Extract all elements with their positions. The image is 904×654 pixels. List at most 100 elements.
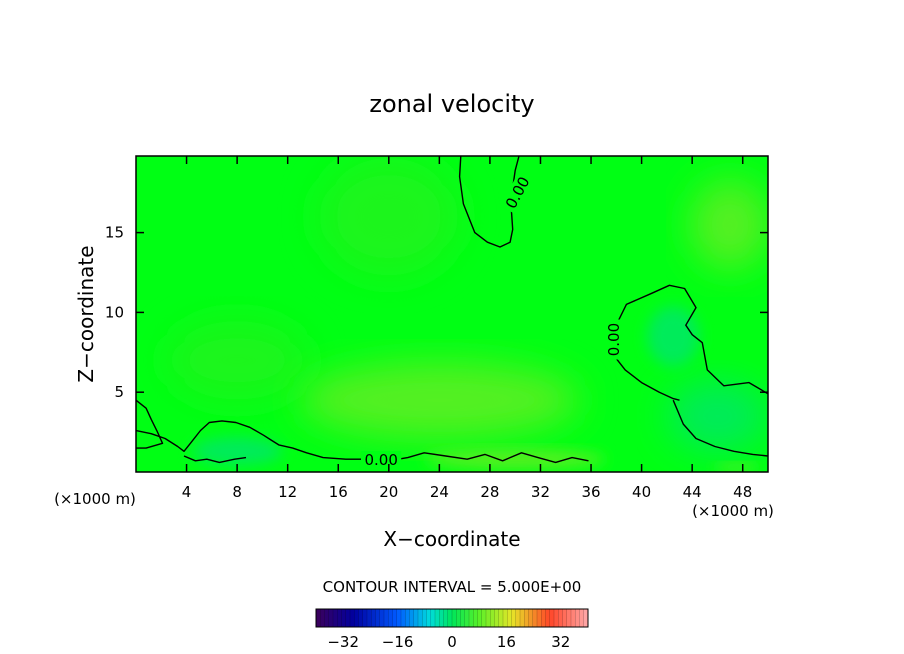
colorbar-cell: [481, 609, 487, 627]
x-unit-right: (×1000 m): [692, 502, 774, 520]
colorbar-cell: [524, 609, 529, 627]
colorbar-cell: [388, 609, 393, 627]
colorbar-cell: [362, 609, 368, 627]
contour-label-bg: [604, 319, 623, 360]
colorbar-cell: [566, 609, 572, 627]
x-tick-label: 36: [581, 483, 600, 501]
colorbar-cell: [528, 609, 534, 627]
colorbar-cell: [337, 609, 342, 627]
colorbar-cell: [558, 609, 563, 627]
colorbar-cell: [358, 609, 364, 627]
shading-patch: [299, 362, 580, 439]
x-tick-label: 20: [379, 483, 398, 501]
colorbar-cell: [498, 609, 504, 627]
x-tick-label: 16: [329, 483, 348, 501]
colorbar-cell: [507, 609, 512, 627]
colorbar-cell: [575, 609, 580, 627]
zero-contours: [136, 156, 768, 464]
colorbar-cell: [537, 609, 542, 627]
colorbar-cell: [426, 609, 432, 627]
colorbar-cell: [430, 609, 436, 627]
colorbar-cell: [371, 609, 376, 627]
x-tick-label: 12: [278, 483, 297, 501]
colorbar-cell: [324, 609, 330, 627]
colorbar-cell: [515, 609, 521, 627]
colorbar-cell: [503, 609, 508, 627]
colorbar-cell: [320, 609, 325, 627]
chart-title: zonal velocity: [369, 90, 534, 118]
colorbar-cell: [333, 609, 338, 627]
colorbar-cell: [545, 609, 551, 627]
colorbar-cell: [401, 609, 406, 627]
colorbar-cell: [549, 609, 555, 627]
y-tick-label: 10: [105, 303, 124, 321]
colorbar-cell: [554, 609, 559, 627]
colorbar-cell: [473, 609, 478, 627]
x-axis-title: X−coordinate: [383, 527, 520, 551]
shading-patch: [318, 156, 459, 277]
shading-patch: [425, 449, 606, 470]
colorbar-cell: [520, 609, 525, 627]
y-tick-label: 5: [114, 383, 124, 401]
colorbar-cell: [435, 609, 440, 627]
colorbar-cell: [439, 609, 444, 627]
colorbar-cell: [354, 609, 359, 627]
colorbar-cell: [384, 609, 389, 627]
colorbar-cell: [396, 609, 402, 627]
x-unit-left: (×1000 m): [54, 490, 136, 508]
colorbar-cell: [422, 609, 427, 627]
contour-line: [388, 452, 589, 464]
shading-patch: [167, 320, 308, 401]
colorbar-cell: [392, 609, 398, 627]
colorbar-cell: [494, 609, 500, 627]
colorbar-cell: [490, 609, 495, 627]
colorbar-cell: [328, 609, 334, 627]
x-tick-label: 24: [430, 483, 449, 501]
colorbar-cell: [409, 609, 415, 627]
colorbar-frame: [315, 608, 589, 628]
colorbar-cell: [532, 609, 538, 627]
contour-label-bg: [361, 451, 402, 470]
contour-interval-note: CONTOUR INTERVAL = 5.000E+00: [323, 578, 582, 596]
colorbar-cell: [367, 609, 372, 627]
colorbar-cell: [562, 609, 568, 627]
colorbar-ticks: −32 −16 0 16 32: [327, 633, 570, 651]
colorbar-cell: [443, 609, 449, 627]
colorbar-cell: [345, 609, 351, 627]
y-axis-title: Z−coordinate: [74, 245, 98, 382]
x-axis: 4 8 12 16 20 24 28 32 36 40 44 48: [182, 156, 752, 501]
colorbar-cell: [541, 609, 546, 627]
colorbar-tick-label: −16: [382, 633, 414, 651]
contour-label: 0.00: [605, 323, 623, 356]
contour-line: [136, 399, 164, 449]
contour-line: [136, 420, 361, 460]
colorbar-tick-label: 0: [447, 633, 457, 651]
shading-patch: [667, 381, 768, 452]
colorbar-cell: [418, 609, 423, 627]
x-tick-label: 32: [531, 483, 550, 501]
colorbar-cell: [379, 609, 385, 627]
colorbar-cell: [511, 609, 517, 627]
colorbar-cell: [405, 609, 410, 627]
colorbar-cell: [469, 609, 474, 627]
y-tick-label: 15: [105, 224, 124, 242]
colorbar-cell: [486, 609, 491, 627]
x-tick-label: 8: [232, 483, 242, 501]
colorbar-cell: [413, 609, 419, 627]
colorbar-tick-label: −32: [327, 633, 359, 651]
colorbar-cell: [350, 609, 355, 627]
shading-patch: [690, 179, 768, 270]
colorbar-tick-label: 16: [497, 633, 516, 651]
x-tick-label: 44: [683, 483, 702, 501]
colorbar-cell: [579, 609, 585, 627]
field-shading: [167, 156, 768, 472]
shading-patch: [647, 306, 700, 367]
x-tick-label: 48: [733, 483, 752, 501]
x-tick-label: 40: [632, 483, 651, 501]
colorbar-cell: [456, 609, 461, 627]
colorbar-cell: [316, 609, 321, 627]
x-tick-label: 4: [182, 483, 192, 501]
colorbar-cell: [460, 609, 466, 627]
colorbar-cell: [452, 609, 457, 627]
